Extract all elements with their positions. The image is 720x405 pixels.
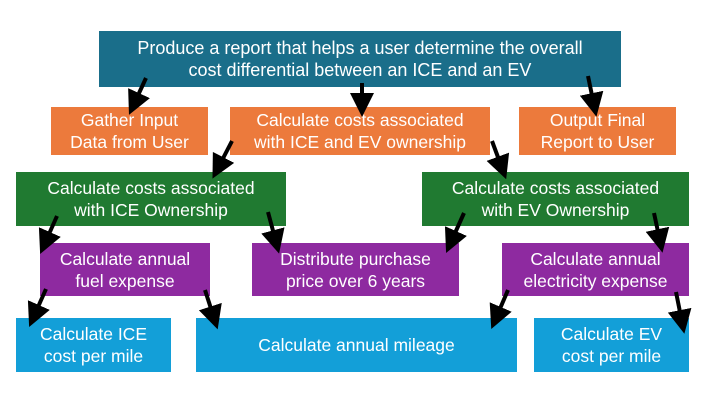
calculate-costs-node: Calculate costs associated with ICE and … <box>230 107 490 155</box>
gather-input-label: Gather Input Data from User <box>70 110 189 152</box>
ev-cost-per-mile-node: Calculate EV cost per mile <box>534 318 689 372</box>
root-node: Produce a report that helps a user deter… <box>99 31 621 87</box>
fuel-expense-node: Calculate annual fuel expense <box>40 243 210 296</box>
calculate-costs-label: Calculate costs associated with ICE and … <box>253 110 467 152</box>
fuel-expense-label: Calculate annual fuel expense <box>59 248 191 291</box>
output-report-node: Output Final Report to User <box>519 107 676 155</box>
annual-mileage-label: Calculate annual mileage <box>258 335 455 355</box>
ice-cost-per-mile-node: Calculate ICE cost per mile <box>16 318 171 372</box>
ice-ownership-node: Calculate costs associated with ICE Owne… <box>16 172 286 226</box>
root-node-label: Produce a report that helps a user deter… <box>137 38 583 80</box>
ice-ownership-label: Calculate costs associated with ICE Owne… <box>47 178 255 220</box>
ev-ownership-label: Calculate costs associated with EV Owner… <box>451 178 660 220</box>
ev-ownership-node: Calculate costs associated with EV Owner… <box>422 172 689 226</box>
ice-cost-per-mile-label: Calculate ICE cost per mile <box>40 324 147 366</box>
distribute-price-node: Distribute purchase price over 6 years <box>252 243 459 296</box>
arrow-calc-to-ev <box>486 140 510 180</box>
annual-mileage-node: Calculate annual mileage <box>196 318 517 372</box>
distribute-price-label: Distribute purchase price over 6 years <box>280 248 431 291</box>
electricity-expense-node: Calculate annual electricity expense <box>502 243 689 296</box>
output-report-label: Output Final Report to User <box>540 110 655 152</box>
gather-input-node: Gather Input Data from User <box>51 107 208 155</box>
ev-cost-per-mile-label: Calculate EV cost per mile <box>560 324 663 366</box>
electricity-expense-label: Calculate annual electricity expense <box>523 248 668 291</box>
